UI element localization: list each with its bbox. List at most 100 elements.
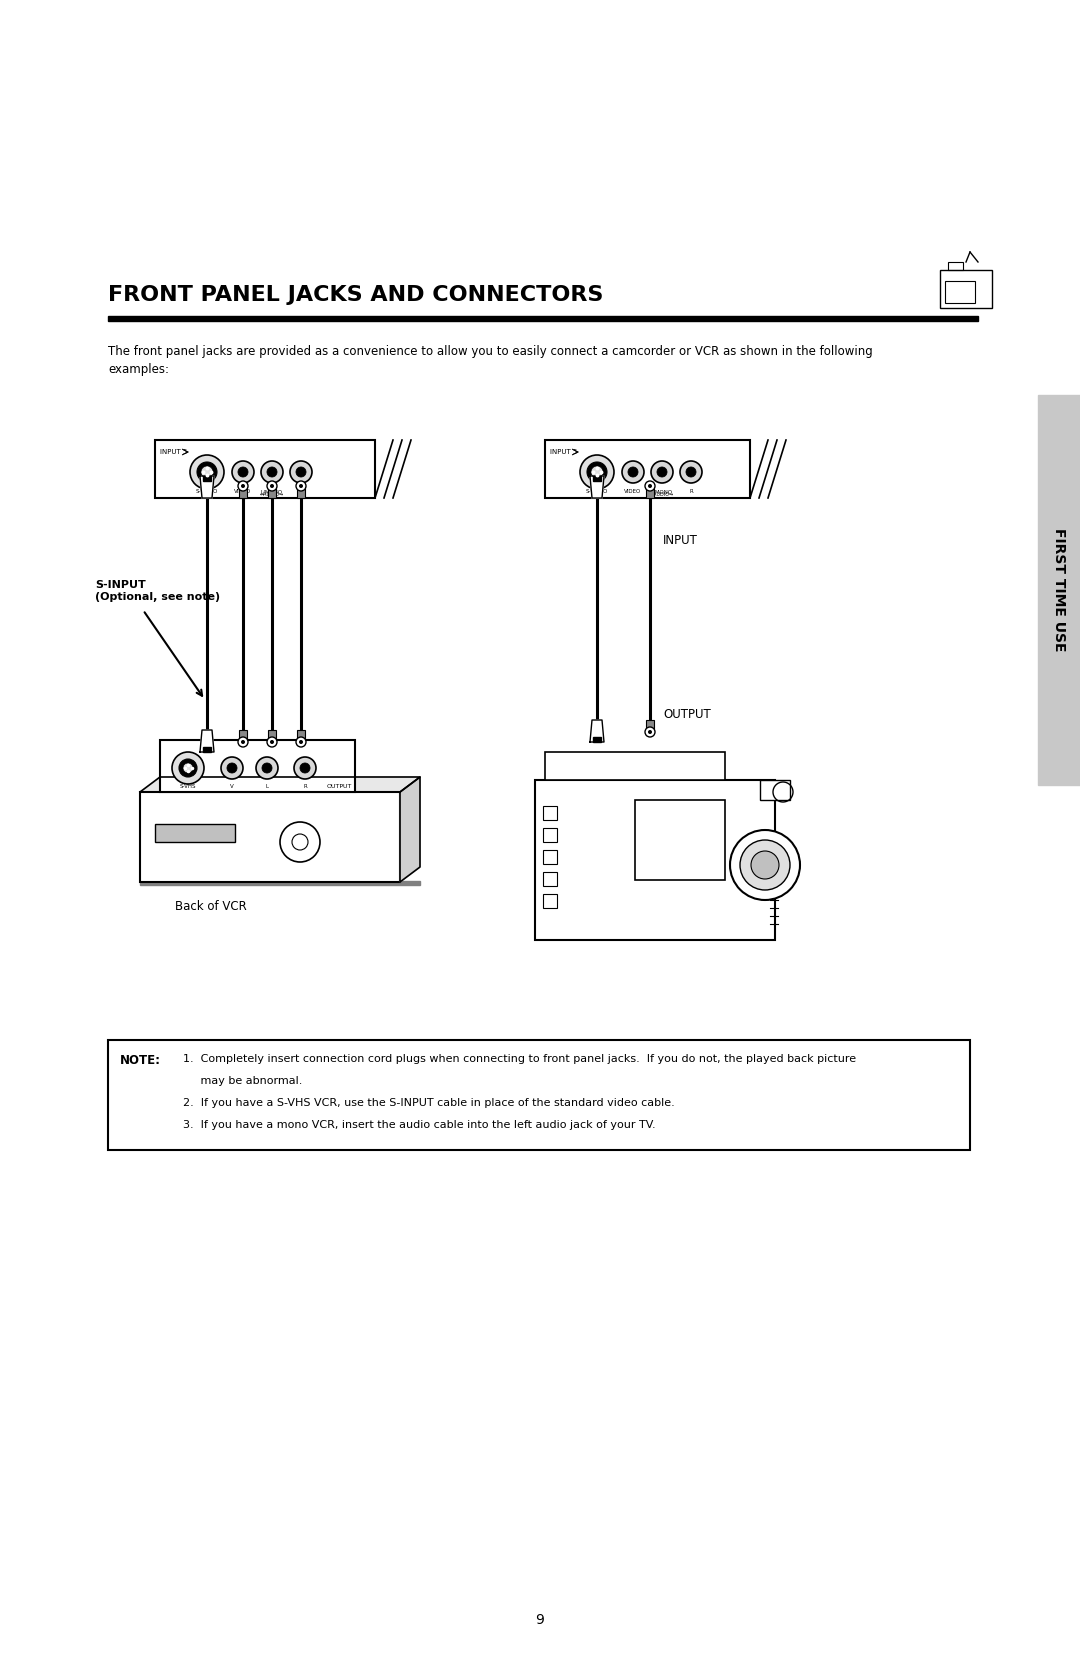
- Bar: [140, 881, 420, 885]
- Polygon shape: [590, 719, 604, 743]
- Bar: [543, 806, 557, 819]
- Text: 1.  Completely insert connection cord plugs when connecting to front panel jacks: 1. Completely insert connection cord plu…: [183, 1055, 856, 1065]
- Text: S-VHS Video camera: S-VHS Video camera: [555, 754, 675, 768]
- Text: 3.  If you have a mono VCR, insert the audio cable into the left audio jack of y: 3. If you have a mono VCR, insert the au…: [183, 1120, 656, 1130]
- Circle shape: [183, 763, 193, 773]
- Bar: [140, 793, 400, 881]
- Text: 2.  If you have a S-VHS VCR, use the S-INPUT cable in place of the standard vide: 2. If you have a S-VHS VCR, use the S-IN…: [183, 1098, 675, 1108]
- Circle shape: [190, 456, 224, 489]
- Bar: [646, 486, 654, 497]
- Circle shape: [651, 461, 673, 482]
- Polygon shape: [200, 729, 214, 753]
- Circle shape: [580, 456, 615, 489]
- Circle shape: [256, 758, 278, 779]
- Bar: [545, 753, 725, 779]
- Circle shape: [296, 467, 306, 477]
- Circle shape: [657, 467, 667, 477]
- Bar: [239, 486, 247, 497]
- Bar: [543, 850, 557, 865]
- Circle shape: [270, 484, 274, 487]
- Bar: [1038, 396, 1080, 784]
- Circle shape: [645, 481, 654, 491]
- Text: INPUT 5: INPUT 5: [160, 449, 187, 456]
- Bar: [535, 779, 775, 940]
- Circle shape: [627, 467, 638, 477]
- Circle shape: [299, 739, 303, 744]
- Circle shape: [680, 461, 702, 482]
- Circle shape: [300, 763, 310, 773]
- Circle shape: [201, 466, 213, 477]
- Bar: [203, 748, 211, 753]
- Text: Back of VCR: Back of VCR: [175, 900, 246, 913]
- Text: NOTE:: NOTE:: [120, 1055, 161, 1066]
- Circle shape: [267, 481, 276, 491]
- Text: FRONT PANEL JACKS AND CONNECTORS: FRONT PANEL JACKS AND CONNECTORS: [108, 285, 604, 305]
- Circle shape: [622, 461, 644, 482]
- Text: L/MONO: L/MONO: [651, 489, 673, 494]
- Text: ←AUDIO→: ←AUDIO→: [260, 492, 284, 497]
- Bar: [297, 729, 305, 743]
- Circle shape: [588, 462, 607, 482]
- Circle shape: [261, 461, 283, 482]
- Text: VIDEO: VIDEO: [624, 489, 642, 494]
- Circle shape: [648, 484, 652, 487]
- Circle shape: [270, 739, 274, 744]
- Circle shape: [238, 738, 248, 748]
- Bar: [156, 824, 235, 841]
- Text: L: L: [266, 784, 269, 789]
- Circle shape: [197, 462, 217, 482]
- Text: ←AUDIO→: ←AUDIO→: [650, 492, 674, 497]
- Circle shape: [221, 758, 243, 779]
- Bar: [646, 719, 654, 733]
- Circle shape: [296, 481, 306, 491]
- Text: 9: 9: [536, 1612, 544, 1627]
- Bar: [268, 729, 276, 743]
- Circle shape: [686, 467, 696, 477]
- Bar: [239, 729, 247, 743]
- Text: FIRST TIME USE: FIRST TIME USE: [1052, 529, 1066, 653]
- Circle shape: [296, 738, 306, 748]
- Text: S-VHS: S-VHS: [179, 784, 197, 789]
- Circle shape: [232, 461, 254, 482]
- Bar: [203, 476, 211, 481]
- Circle shape: [241, 739, 245, 744]
- Circle shape: [294, 758, 316, 779]
- Circle shape: [751, 851, 779, 880]
- Text: INPUT 5: INPUT 5: [550, 449, 578, 456]
- Circle shape: [648, 729, 652, 734]
- Text: S-INPUT
(Optional, see note): S-INPUT (Optional, see note): [95, 581, 220, 601]
- Bar: [635, 799, 725, 880]
- Bar: [108, 1040, 970, 1150]
- Polygon shape: [400, 778, 420, 881]
- Text: S-VIDEO: S-VIDEO: [195, 489, 218, 494]
- Text: R: R: [303, 784, 307, 789]
- Bar: [268, 486, 276, 497]
- Bar: [108, 315, 978, 320]
- Text: R: R: [299, 489, 302, 494]
- Bar: [160, 739, 355, 793]
- Bar: [940, 270, 993, 309]
- Bar: [545, 441, 750, 497]
- Bar: [543, 828, 557, 841]
- Polygon shape: [590, 476, 604, 497]
- Circle shape: [299, 484, 303, 487]
- Circle shape: [730, 829, 800, 900]
- Circle shape: [238, 481, 248, 491]
- Text: VIDEO: VIDEO: [234, 489, 252, 494]
- Bar: [948, 262, 963, 270]
- Bar: [760, 779, 789, 799]
- Circle shape: [238, 467, 248, 477]
- Circle shape: [267, 467, 276, 477]
- Text: OUTPUT: OUTPUT: [663, 709, 711, 721]
- Polygon shape: [200, 476, 214, 497]
- Bar: [156, 441, 375, 497]
- Circle shape: [645, 728, 654, 738]
- Bar: [945, 280, 975, 304]
- Text: may be abnormal.: may be abnormal.: [183, 1077, 302, 1087]
- Polygon shape: [140, 778, 420, 793]
- Circle shape: [179, 759, 197, 778]
- Circle shape: [241, 484, 245, 487]
- Bar: [543, 895, 557, 908]
- Bar: [593, 738, 600, 743]
- Text: INPUT: INPUT: [663, 534, 698, 546]
